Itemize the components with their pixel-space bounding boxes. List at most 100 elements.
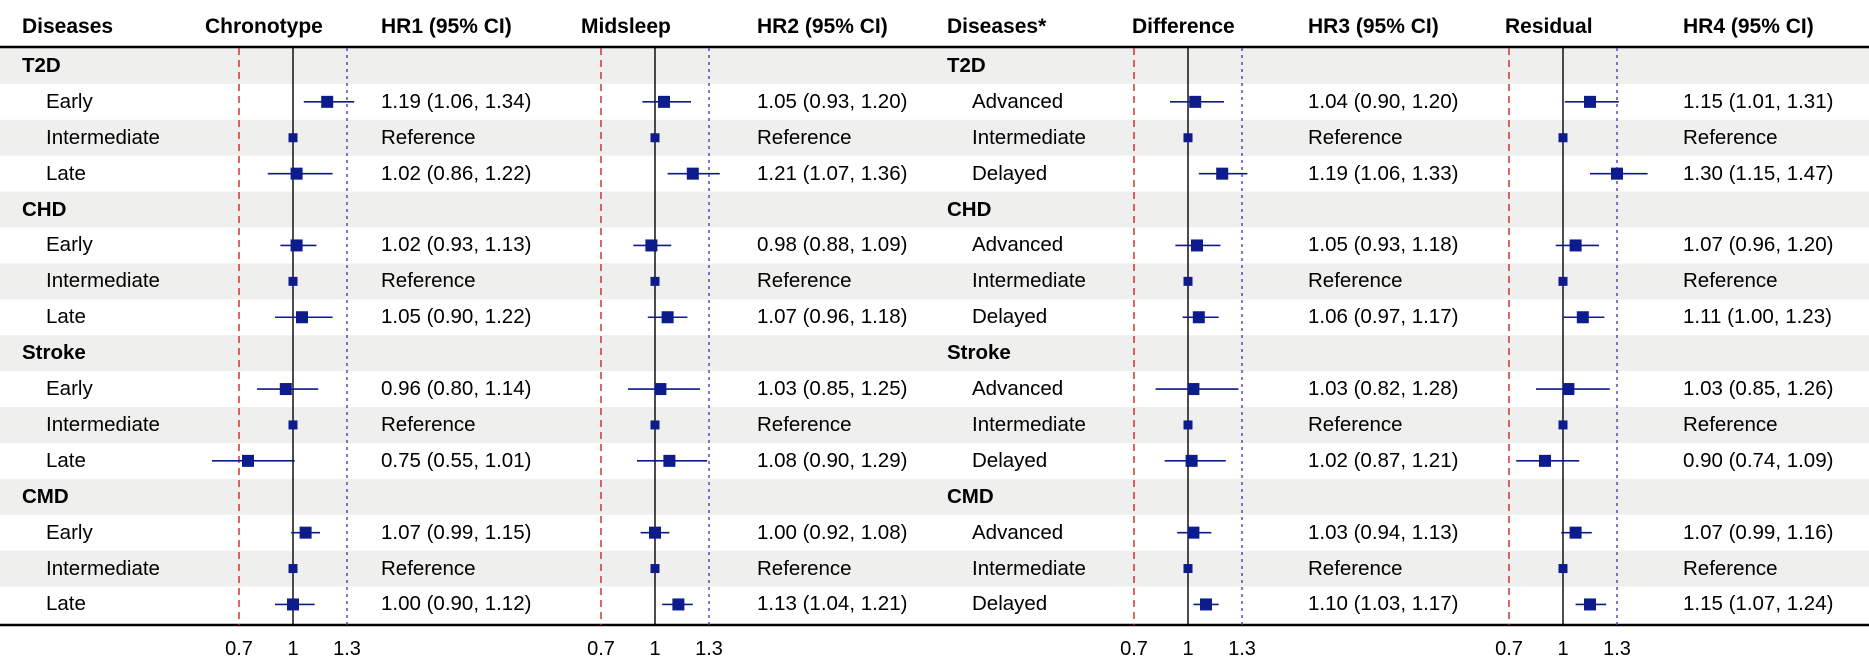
hr-point (1183, 276, 1193, 286)
x-tick-label: 1.3 (333, 638, 361, 660)
hr-point (299, 526, 312, 539)
x-tick-label: 0.7 (1120, 638, 1148, 660)
hr-value: Reference (757, 269, 852, 293)
hr-point (1183, 133, 1193, 143)
hr-value: 1.07 (0.99, 1.16) (1683, 520, 1834, 544)
hr-value: Reference (1308, 412, 1403, 436)
row-label: Late (46, 592, 86, 616)
x-tick-label: 1 (649, 638, 661, 660)
hr-value: Reference (1308, 556, 1403, 580)
row-stripe (0, 191, 1869, 228)
hr-value: Reference (1683, 412, 1778, 436)
row-label-right: Delayed (972, 592, 1048, 616)
hr-point (1584, 598, 1596, 611)
row-label-right: Intermediate (972, 269, 1086, 293)
hr-value: 1.05 (0.93, 1.20) (757, 89, 908, 113)
hr-point (650, 420, 660, 430)
row-stripe (0, 478, 1869, 515)
hr-value: 1.00 (0.92, 1.08) (757, 520, 908, 544)
hr-value: 1.03 (0.85, 1.25) (757, 377, 908, 401)
hr-value: Reference (1683, 269, 1778, 293)
hr-value: Reference (381, 556, 476, 580)
hr-value: 1.21 (1.07, 1.36) (757, 161, 908, 185)
hr-value: 1.05 (0.90, 1.22) (381, 305, 532, 329)
group-label-right: Stroke (947, 341, 1011, 365)
row-label-right: Advanced (972, 233, 1064, 257)
row-label: Intermediate (46, 412, 160, 436)
hr-value: Reference (381, 269, 476, 293)
hr-value: 1.03 (0.94, 1.13) (1308, 520, 1459, 544)
row-stripe (0, 119, 1869, 156)
row-stripe (0, 48, 1869, 84)
hr-point (279, 383, 292, 396)
group-label: CHD (22, 197, 67, 221)
header-diseases: Diseases (22, 15, 114, 38)
header-chronotype: Chronotype (205, 15, 323, 38)
hr-point (650, 276, 660, 286)
hr-value: 0.98 (0.88, 1.09) (757, 233, 908, 257)
row-label-right: Delayed (972, 305, 1048, 329)
row-label-right: Intermediate (972, 556, 1086, 580)
row-label-right: Advanced (972, 89, 1064, 113)
hr-point (1584, 95, 1596, 108)
group-label-right: CHD (947, 197, 992, 221)
hr-point (290, 167, 303, 180)
row-stripe (0, 263, 1869, 300)
hr-value: 1.10 (1.03, 1.17) (1308, 592, 1459, 616)
row-label-right: Advanced (972, 520, 1064, 544)
hr-point (1192, 311, 1205, 324)
hr-value: Reference (1308, 125, 1403, 149)
hr-point (661, 311, 674, 324)
hr-point (1569, 239, 1582, 252)
hr-point (1539, 454, 1551, 467)
hr-point (1200, 598, 1212, 611)
hr-value: 1.03 (0.85, 1.26) (1683, 377, 1834, 401)
hr-point (649, 526, 661, 539)
x-tick-label: 0.7 (587, 638, 615, 660)
hr-point (1189, 95, 1202, 108)
hr-point (1558, 133, 1568, 143)
hr-point (1558, 420, 1568, 430)
x-tick-label: 0.7 (1495, 638, 1523, 660)
hr-value: Reference (757, 125, 852, 149)
hr-point (1558, 564, 1568, 574)
hr-point (321, 95, 334, 108)
x-tick-label: 1.3 (1228, 638, 1256, 660)
hr-point (1611, 167, 1623, 180)
hr-point (658, 95, 670, 108)
hr-point (1576, 311, 1589, 324)
x-tick-label: 1.3 (695, 638, 723, 660)
row-label: Late (46, 161, 86, 185)
hr-value: 1.15 (1.01, 1.31) (1683, 89, 1834, 113)
hr-value: 1.04 (0.90, 1.20) (1308, 89, 1459, 113)
hr-value: Reference (381, 125, 476, 149)
row-label: Early (46, 89, 93, 113)
row-label-right: Delayed (972, 161, 1048, 185)
x-tick-label: 1 (1182, 638, 1194, 660)
x-tick-label: 0.7 (225, 638, 253, 660)
x-tick-label: 1 (287, 638, 299, 660)
hr-value: 1.07 (0.96, 1.20) (1683, 233, 1834, 257)
hr-point (1187, 383, 1200, 396)
hr-point (1187, 526, 1200, 539)
header-difference: Difference (1132, 15, 1235, 38)
hr-value: 1.05 (0.93, 1.18) (1308, 233, 1459, 257)
hr-value: 1.07 (0.99, 1.15) (381, 520, 532, 544)
hr-value: 0.90 (0.74, 1.09) (1683, 448, 1834, 472)
hr-point (1183, 564, 1193, 574)
hr-point (686, 167, 699, 180)
row-label: Intermediate (46, 125, 160, 149)
row-label: Late (46, 305, 86, 329)
row-label-right: Advanced (972, 377, 1064, 401)
hr-value: 1.06 (0.97, 1.17) (1308, 305, 1459, 329)
hr-value: Reference (1683, 556, 1778, 580)
hr-value: 1.08 (0.90, 1.29) (757, 448, 908, 472)
group-label: Stroke (22, 341, 86, 365)
x-tick-label: 1.3 (1603, 638, 1631, 660)
row-label: Early (46, 520, 93, 544)
row-label: Intermediate (46, 556, 160, 580)
hr-point (1216, 167, 1229, 180)
hr-point (650, 133, 660, 143)
row-label: Early (46, 377, 93, 401)
